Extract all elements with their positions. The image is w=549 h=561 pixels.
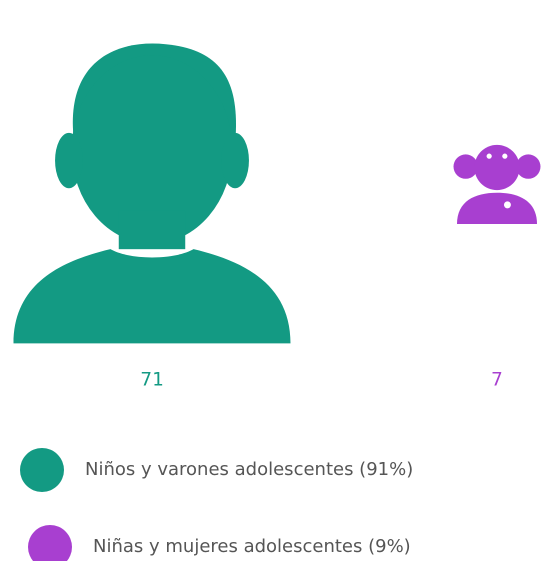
legend-label: Niñas y mujeres adolescentes (9%) <box>93 536 411 557</box>
ear <box>221 132 249 189</box>
ear <box>55 132 83 189</box>
head <box>474 144 520 191</box>
legend-swatch <box>20 448 64 492</box>
pigtail <box>516 154 541 179</box>
person-icon <box>453 144 541 225</box>
body <box>456 192 538 225</box>
value-label: 7 <box>491 369 502 391</box>
head <box>71 55 233 244</box>
pigtail <box>453 154 478 179</box>
eye <box>502 153 508 159</box>
legend-label: Niños y varones adolescentes (91%) <box>85 459 413 480</box>
person-icon <box>13 43 291 344</box>
neck <box>118 210 186 250</box>
badge <box>503 201 511 209</box>
value-label: 71 <box>141 369 164 391</box>
eye <box>486 153 492 159</box>
legend-swatch <box>28 525 72 561</box>
shoulders <box>13 249 291 344</box>
